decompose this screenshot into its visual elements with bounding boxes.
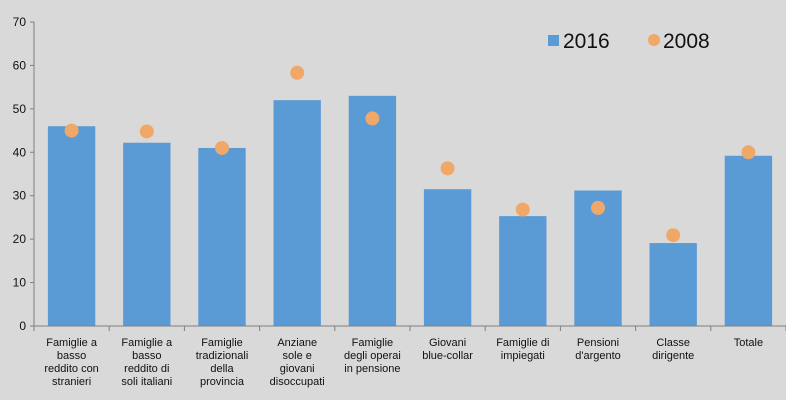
legend: 2016 2008 bbox=[548, 30, 710, 53]
legend-label-2016: 2016 bbox=[563, 30, 610, 53]
x-category-label-line: reddito di bbox=[124, 363, 169, 375]
x-axis: Famiglie a basso reddito con stranieriFamig… bbox=[33, 325, 786, 388]
y-tick-label: 50 bbox=[13, 102, 27, 116]
x-category-label: Famiglie a basso reddito con stranieri bbox=[44, 337, 98, 388]
legend-label-2008: 2008 bbox=[663, 30, 710, 53]
x-category-label-line: provincia bbox=[200, 376, 245, 388]
marker-2008 bbox=[215, 140, 229, 155]
bar-2016 bbox=[348, 95, 397, 326]
x-category-label-line: tradizionali bbox=[196, 350, 249, 362]
x-category-label-line: degli operai bbox=[344, 350, 401, 362]
x-category-label: Famiglie a basso reddito di soli italiani bbox=[121, 337, 173, 388]
x-category-label-line: impiegati bbox=[501, 350, 545, 362]
x-category-label-line: in pensione bbox=[344, 363, 400, 375]
x-category-label: Classe dirigente bbox=[652, 337, 694, 362]
bar-2016 bbox=[423, 189, 472, 326]
x-category-label-line: reddito con bbox=[44, 363, 98, 375]
bars-2016 bbox=[47, 95, 773, 327]
bar-2016 bbox=[724, 155, 773, 326]
x-category-label-line: Famiglie a bbox=[121, 337, 173, 349]
x-category-label-line: d'argento bbox=[575, 350, 621, 362]
bar-2016 bbox=[499, 216, 547, 326]
x-category-label-line: Anziane bbox=[277, 337, 317, 349]
marker-2008 bbox=[666, 228, 681, 243]
y-tick-label: 40 bbox=[13, 145, 27, 159]
x-category-label-line: Totale bbox=[734, 337, 763, 349]
x-category-label-line: stranieri bbox=[52, 376, 91, 388]
bar-2016 bbox=[47, 126, 96, 326]
legend-swatch-2016 bbox=[548, 35, 559, 46]
legend-marker-2008 bbox=[648, 34, 660, 46]
x-category-label-line: giovani bbox=[280, 363, 315, 375]
marker-2008 bbox=[741, 145, 756, 160]
y-tick-label: 20 bbox=[13, 232, 27, 246]
x-category-label-line: Classe bbox=[656, 337, 690, 349]
x-category-label-line: Famiglie di bbox=[496, 337, 549, 349]
y-tick-label: 60 bbox=[13, 58, 27, 72]
x-category-label-line: della bbox=[210, 363, 234, 375]
x-category-label-line: soli italiani bbox=[121, 376, 172, 388]
x-category-label-line: basso bbox=[57, 350, 86, 362]
x-category-label-line: Famiglie bbox=[352, 337, 394, 349]
x-category-label: Anziane sole e giovani disoccupati bbox=[270, 337, 325, 388]
y-tick-label: 0 bbox=[19, 319, 26, 333]
x-category-label-line: sole e bbox=[283, 350, 312, 362]
y-axis: 0 10 20 30 40 50 60 70 bbox=[13, 15, 35, 333]
x-category-label-line: disoccupati bbox=[270, 376, 325, 388]
x-category-label-line: Pensioni bbox=[577, 337, 619, 349]
bar-2016 bbox=[123, 142, 171, 326]
x-category-label: Famiglie degli operai in pensione bbox=[344, 337, 401, 375]
marker-2008 bbox=[440, 161, 455, 176]
x-category-label: Famiglie tradizionali della provincia bbox=[196, 337, 249, 388]
y-tick-label: 30 bbox=[13, 189, 27, 203]
y-tick-label: 70 bbox=[13, 15, 27, 29]
marker-2008 bbox=[139, 124, 154, 139]
x-category-label-line: basso bbox=[132, 350, 161, 362]
x-category-label-line: Famiglie bbox=[201, 337, 243, 349]
markers-2008 bbox=[64, 65, 756, 243]
x-category-label: Totale bbox=[734, 337, 763, 349]
marker-2008 bbox=[515, 202, 530, 217]
marker-2008 bbox=[365, 111, 380, 126]
x-category-label-line: blue-collar bbox=[422, 350, 473, 362]
bar-2016 bbox=[649, 243, 697, 326]
x-category-label-line: Giovani bbox=[429, 337, 466, 349]
marker-2008 bbox=[591, 200, 605, 215]
x-category-label: Pensioni d'argento bbox=[575, 337, 621, 362]
x-category-label: Giovani blue-collar bbox=[422, 337, 473, 362]
marker-2008 bbox=[64, 123, 79, 138]
y-tick-label: 10 bbox=[13, 276, 27, 290]
bar-2016 bbox=[273, 100, 321, 327]
marker-2008 bbox=[290, 65, 305, 80]
x-category-label-line: Famiglie a bbox=[46, 337, 98, 349]
x-category-label: Famiglie di impiegati bbox=[496, 337, 549, 362]
x-category-label-line: dirigente bbox=[652, 350, 694, 362]
bar-2016 bbox=[198, 147, 246, 326]
